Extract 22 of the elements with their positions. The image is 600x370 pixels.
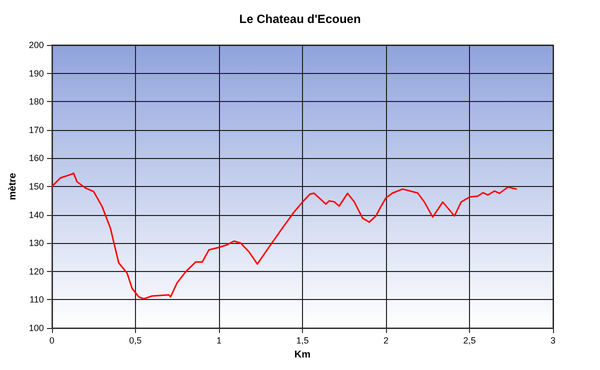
- x-axis-title: Km: [294, 349, 311, 360]
- y-tick-label: 180: [28, 96, 44, 107]
- y-tick-label: 200: [28, 40, 44, 50]
- chart-title: Le Chateau d'Ecouen: [239, 12, 361, 26]
- y-tick-label: 150: [28, 182, 44, 192]
- y-tick-label: 100: [28, 323, 44, 333]
- x-tick-label: 3: [550, 336, 556, 346]
- y-tick-label: 190: [28, 68, 44, 78]
- y-tick-label: 110: [30, 294, 44, 305]
- y-tick-label: 140: [28, 210, 44, 220]
- x-tick-label: 2,5: [463, 336, 476, 346]
- y-tick-label: 160: [28, 153, 44, 164]
- line-series: [51, 172, 518, 300]
- x-tick-label: 0,5: [129, 336, 142, 346]
- y-tick-label: 120: [28, 266, 44, 276]
- x-tick-label: 2: [383, 336, 388, 346]
- y-tick-label: 130: [28, 238, 44, 248]
- x-tick-label: 1: [216, 336, 222, 346]
- y-axis-title: mètre: [8, 172, 18, 200]
- x-tick-label: 1,5: [296, 336, 309, 346]
- x-tick-label: 0: [49, 336, 54, 346]
- y-tick-label: 170: [28, 124, 44, 135]
